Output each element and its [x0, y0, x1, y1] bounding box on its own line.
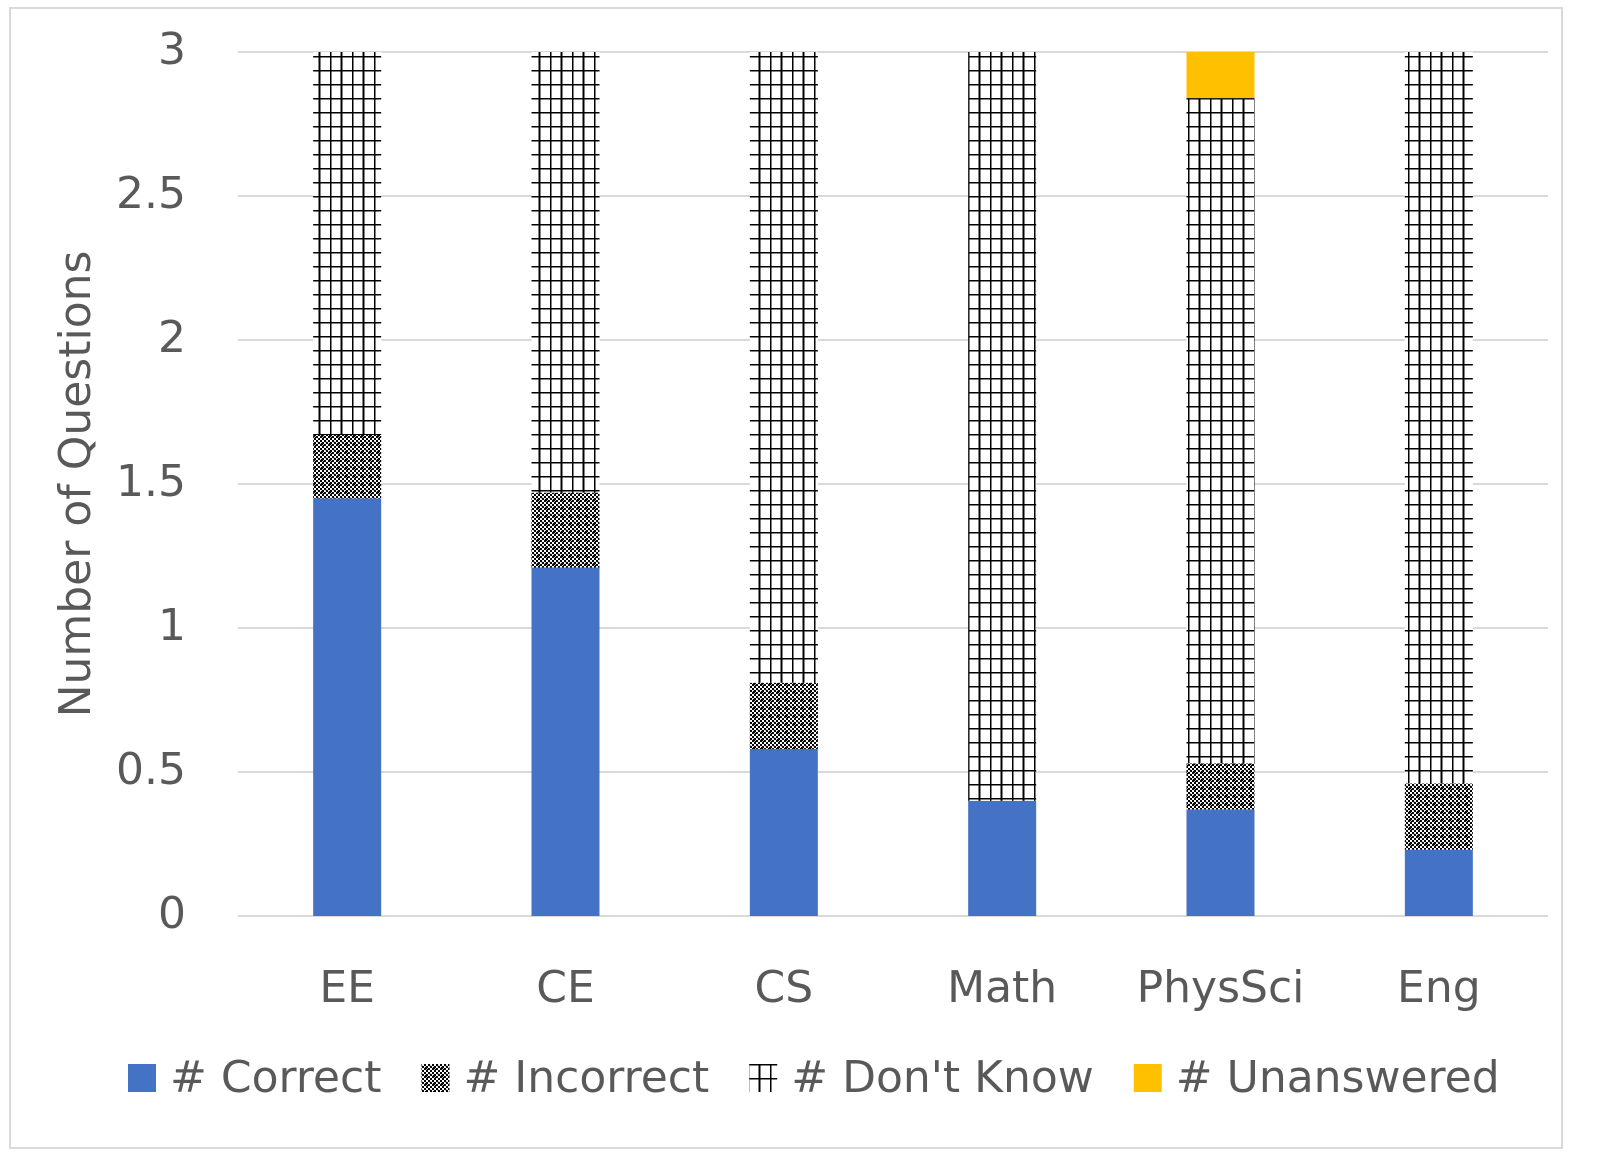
bar-segment: [968, 800, 1037, 916]
bar-segment: [968, 52, 1037, 801]
bar-segment: [749, 52, 818, 683]
bar-segment: [1186, 98, 1255, 764]
x-tick-label: PhysSci: [1137, 962, 1305, 1013]
y-tick-label: 3: [158, 24, 186, 75]
x-tick-label: CS: [755, 962, 814, 1013]
bar-segment: [1404, 783, 1473, 850]
legend-swatch: [128, 1064, 156, 1092]
bar-segment: [1186, 52, 1255, 99]
bar-segment: [1186, 763, 1255, 810]
x-tick-label: Math: [947, 962, 1057, 1013]
x-tick-label: EE: [319, 962, 375, 1013]
x-tick-label: CE: [536, 962, 595, 1013]
bar-segment: [531, 567, 600, 916]
bar-segment: [749, 682, 818, 749]
bar-segment: [313, 435, 382, 499]
bar-segment: [531, 492, 600, 568]
legend-label: # Don't Know: [791, 1052, 1094, 1103]
bar-segment: [749, 748, 818, 916]
legend-swatch: [421, 1064, 450, 1092]
legend-swatch: [1133, 1064, 1162, 1092]
legend-label: # Incorrect: [463, 1052, 709, 1103]
legend-swatch: [749, 1064, 778, 1092]
bar-segment: [1186, 809, 1255, 916]
bar-segment: [1404, 52, 1473, 784]
y-tick-label: 2: [158, 312, 186, 363]
bar-segment: [313, 52, 382, 436]
legend-label: # Correct: [170, 1052, 381, 1103]
y-tick-label: 2.5: [116, 168, 186, 219]
y-axis-label: Number of Questions: [50, 251, 101, 718]
y-tick-label: 0.5: [116, 744, 186, 795]
y-tick-label: 1.5: [116, 456, 186, 507]
bar-segment: [531, 52, 600, 493]
y-tick-label: 1: [158, 600, 186, 651]
bar-segment: [313, 498, 382, 916]
legend-label: # Unanswered: [1176, 1052, 1500, 1103]
y-tick-label: 0: [158, 888, 186, 939]
bar-segment: [1404, 849, 1473, 916]
x-tick-label: Eng: [1397, 962, 1481, 1013]
